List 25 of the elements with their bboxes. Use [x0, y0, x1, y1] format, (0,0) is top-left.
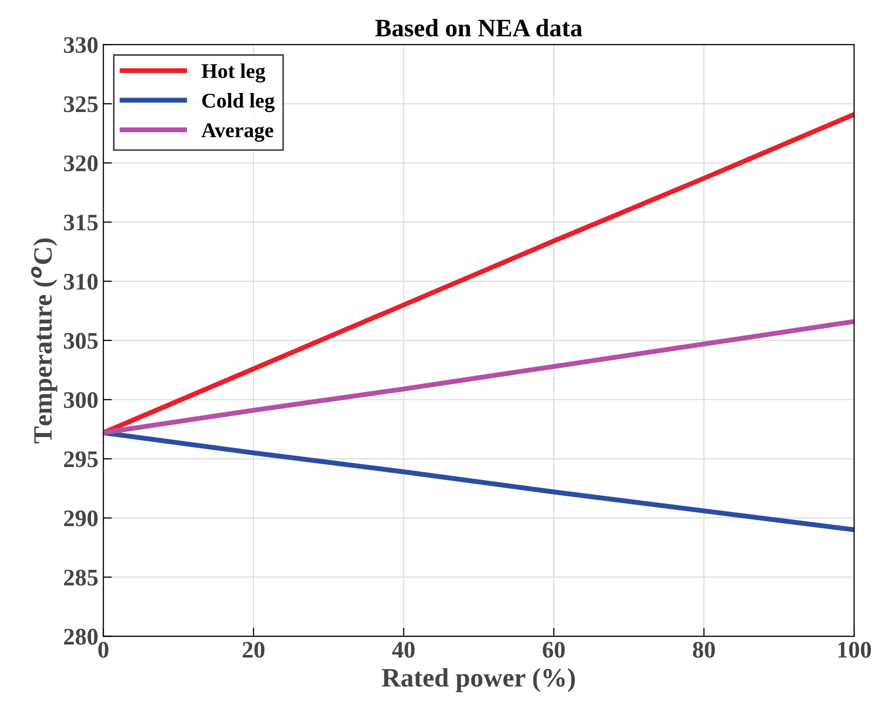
y-tick-label: 290	[64, 510, 98, 526]
y-tick-label: 320	[64, 155, 98, 172]
x-tick-label: 80	[692, 642, 715, 658]
y-tick-label: 280	[64, 628, 98, 645]
y-tick-label: 295	[64, 451, 98, 468]
y-axis-title: Temperature ($^{o}$C)	[31, 238, 58, 444]
line-series	[103, 319, 854, 436]
x-axis-title: Rated power (%)	[382, 668, 575, 692]
y-tick-label: 310	[64, 274, 98, 290]
x-tick-label: 40	[392, 642, 415, 658]
y-tick-label: 300	[64, 392, 98, 408]
chart-title: Based on NEA data	[375, 18, 582, 36]
x-tick-label: 0	[98, 642, 108, 658]
legend-label: Cold leg	[202, 93, 275, 112]
y-tick-label: 285	[64, 570, 98, 586]
legend-label: Hot leg	[202, 63, 266, 83]
y-tick-label: 315	[64, 214, 98, 231]
x-tick-label: 20	[242, 642, 264, 658]
x-tick-label: 100	[838, 642, 871, 658]
legend-label: Average	[201, 123, 274, 142]
y-tick-label: 305	[64, 332, 98, 349]
line-series	[103, 430, 854, 532]
y-tick-label: 330	[64, 37, 98, 53]
x-tick-label: 60	[542, 642, 565, 658]
y-tick-label: 325	[64, 96, 98, 112]
